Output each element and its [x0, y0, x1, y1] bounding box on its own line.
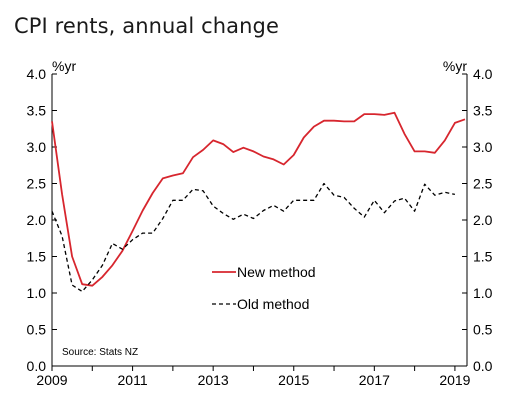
y-tick-label-left: 3.0: [27, 139, 47, 155]
x-tick-label: 2019: [439, 372, 470, 388]
y-tick-label-left: 0.5: [27, 322, 47, 338]
y-tick-label-right: 1.0: [473, 285, 493, 301]
x-tick-label: 2015: [278, 372, 309, 388]
y-tick-label-left: 4.0: [27, 66, 47, 82]
y-tick-label-left: 3.5: [27, 103, 47, 119]
chart-title: CPI rents, annual change: [14, 14, 279, 38]
y-tick-label-right: 2.0: [473, 212, 493, 228]
y-tick-label-right: 3.5: [473, 103, 493, 119]
series-line-old-method: [51, 182, 456, 293]
legend-label-new-method: New method: [237, 264, 316, 280]
y-tick-label-left: 1.0: [27, 285, 47, 301]
x-tick-label: 2013: [198, 372, 229, 388]
y-tick-label-left: 2.0: [27, 212, 47, 228]
legend: New method Old method: [212, 264, 316, 312]
y-tick-label-right: 1.5: [473, 249, 493, 265]
y-tick-label-right: 3.0: [473, 139, 493, 155]
y-tick-label-right: 0.5: [473, 322, 493, 338]
series-group: [51, 111, 466, 293]
y-axis-unit-left: %yr: [52, 58, 76, 74]
axes-group: 0.0 0.0 0.5 0.5 1.0 1.0 1.5 1.5 2.0 2.0 2.5 2.5 3.0 3…: [27, 66, 493, 388]
y-tick-label-right: 4.0: [473, 66, 493, 82]
y-tick-label-left: 0.0: [27, 358, 47, 374]
legend-label-old-method: Old method: [237, 296, 309, 312]
y-axis-unit-right: %yr: [443, 58, 467, 74]
series-line-new-method: [51, 111, 466, 287]
y-tick-label-right: 0.0: [473, 358, 493, 374]
y-tick-label-right: 2.5: [473, 176, 493, 192]
source-note: Source: Stats NZ: [62, 347, 138, 358]
x-tick-label: 2009: [36, 372, 67, 388]
x-tick-label: 2017: [359, 372, 390, 388]
y-tick-label-left: 1.5: [27, 249, 47, 265]
x-tick-label: 2011: [118, 372, 148, 388]
y-tick-label-left: 2.5: [27, 176, 47, 192]
